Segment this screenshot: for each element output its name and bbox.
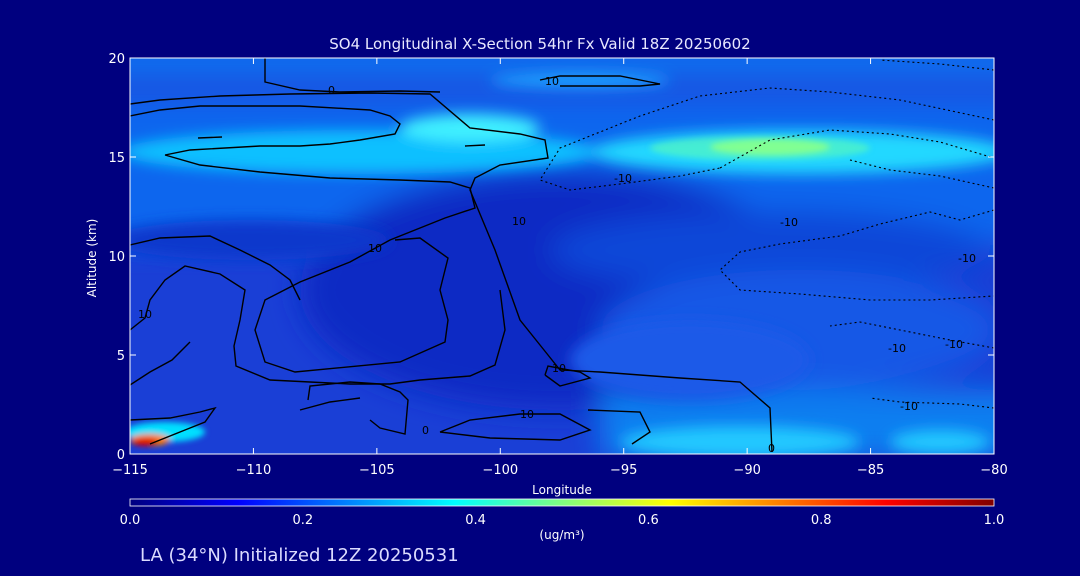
contour-line: [130, 92, 773, 453]
x-tick-label: −110: [236, 463, 272, 478]
colorbar-tick-label: 0.8: [811, 513, 832, 528]
contour-line: [587, 409, 651, 445]
colorbar-tick-label: 0.4: [465, 513, 486, 528]
contour-line: [719, 209, 994, 301]
y-axis: 0 5 10 15 20: [108, 52, 994, 463]
contour-line: [464, 144, 486, 147]
x-tick-label: −95: [610, 463, 637, 478]
contour-label: 10: [520, 408, 534, 421]
contour-lines-negative: [539, 59, 994, 409]
footer-caption: LA (34°N) Initialized 12Z 20250531: [140, 545, 459, 566]
contour-lines: [130, 58, 773, 453]
contour-line: [130, 406, 217, 445]
colorbar-tick-label: 0.6: [638, 513, 659, 528]
x-tick-label: −85: [857, 463, 884, 478]
contour-label: -10: [900, 400, 918, 413]
contour-line: [307, 381, 409, 435]
contour-line: [130, 105, 401, 156]
contour-label: -10: [945, 338, 963, 351]
contour-label: -10: [958, 252, 976, 265]
heatmap-field: [130, 58, 994, 454]
contour-label: -10: [888, 342, 906, 355]
contour-line: [539, 75, 661, 87]
x-tick-label: −105: [359, 463, 395, 478]
x-tick-label: −100: [482, 463, 518, 478]
contour-line: [849, 159, 994, 189]
colorbar-tick-label: 0.0: [120, 513, 141, 528]
contour-label: 10: [512, 215, 526, 228]
colorbar-tick-label: 1.0: [984, 513, 1005, 528]
contour-line: [299, 397, 361, 411]
contour-line: [544, 365, 592, 387]
contour-label: 10: [552, 362, 566, 375]
contour-label: 0: [422, 424, 429, 437]
contour-label: 0: [768, 442, 775, 455]
contour-line: [264, 58, 441, 93]
contour-label: -10: [780, 216, 798, 229]
colorbar-tick-label: 0.2: [292, 513, 313, 528]
contour-line: [197, 136, 223, 139]
contour-line: [164, 154, 476, 373]
x-tick-label: −115: [112, 463, 148, 478]
y-tick-label: 10: [108, 250, 125, 265]
contour-label: 0: [328, 84, 335, 97]
chart-title: SO4 Longitudinal X-Section 54hr Fx Valid…: [329, 35, 751, 53]
contour-label: 10: [368, 242, 382, 255]
x-tick-label: −80: [980, 463, 1007, 478]
contour-line: [539, 87, 994, 191]
colorbar-ticks: 0.0 0.2 0.4 0.6 0.8 1.0: [120, 513, 1005, 528]
contour-label: 10: [138, 308, 152, 321]
y-axis-label: Altitude (km): [85, 218, 99, 298]
contour-label: -10: [614, 172, 632, 185]
contour-label: 10: [545, 75, 559, 88]
contour-labels: 0 10 10 -10 10 10 10 10 -10 -10 0 0 -10 …: [138, 75, 976, 455]
contour-line: [130, 235, 301, 301]
colorbar: [129, 498, 995, 507]
x-axis: −115 −110 −105 −100 −95 −90 −85 −80: [112, 58, 1008, 478]
y-tick-label: 15: [108, 151, 125, 166]
contour-line: [130, 265, 506, 385]
y-tick-label: 20: [108, 52, 125, 67]
x-axis-label: Longitude: [532, 483, 592, 497]
contour-line: [439, 413, 592, 441]
x-tick-label: −90: [733, 463, 760, 478]
colorbar-units: (ug/m³): [539, 528, 585, 542]
contour-line: [829, 321, 994, 349]
contour-line: [130, 341, 191, 386]
y-tick-label: 5: [117, 349, 125, 364]
y-tick-label: 0: [117, 448, 125, 463]
